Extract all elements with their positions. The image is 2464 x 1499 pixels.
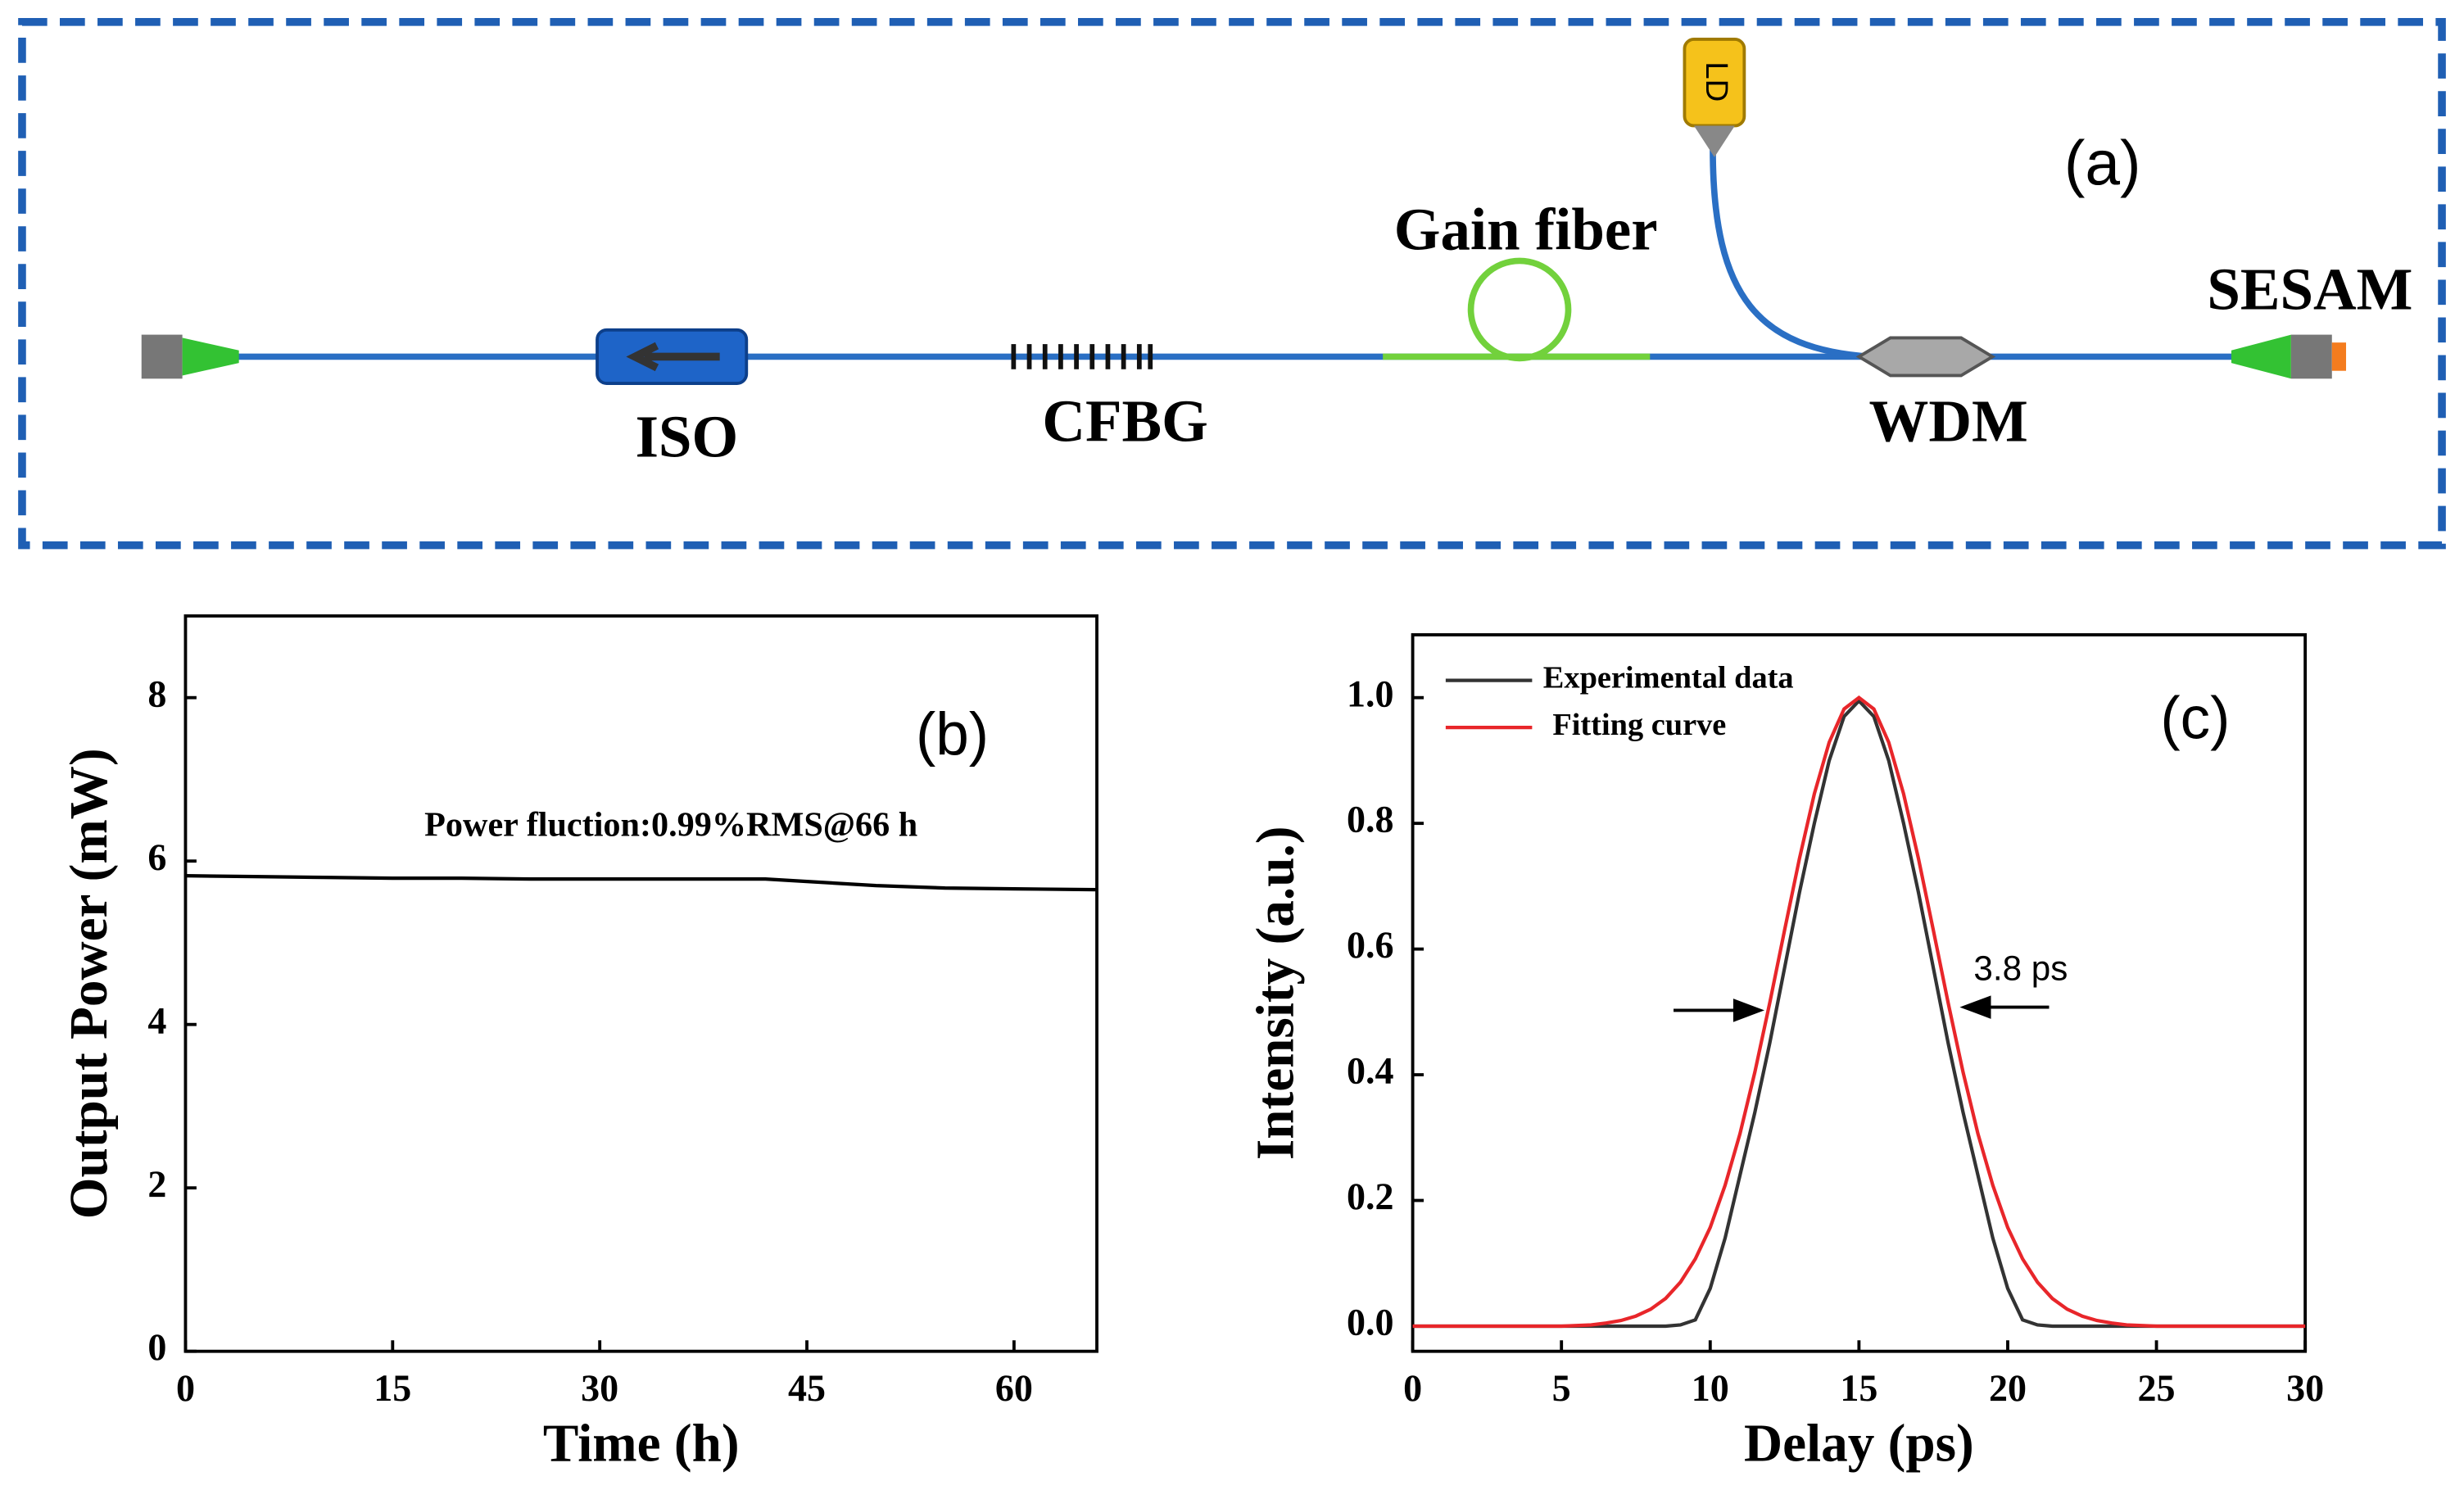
x-tick-label: 60: [995, 1367, 1033, 1409]
sesam-chip: [2331, 342, 2347, 371]
connector: [2290, 334, 2332, 379]
pump-fiber: [1710, 149, 1871, 360]
component-label: LD: [1699, 61, 1734, 102]
wdm-coupler: [1855, 336, 1996, 378]
y-tick-label: 0: [147, 1326, 166, 1368]
gain-fiber-loop: [1467, 257, 1572, 362]
x-axis-label: Delay (ps): [1744, 1415, 1974, 1474]
connector-boot: [182, 337, 239, 376]
x-tick-label: 15: [1840, 1367, 1877, 1409]
component-label: CFBG: [1042, 387, 1207, 454]
x-tick-label: 15: [374, 1367, 411, 1409]
x-tick-label: 25: [2138, 1367, 2176, 1409]
panel-label: (a): [2064, 129, 2141, 199]
y-tick-label: 8: [147, 673, 166, 714]
component-label: SESAM: [2207, 256, 2412, 322]
component-label: Gain fiber: [1394, 196, 1658, 262]
setup-diagram: [141, 38, 2347, 385]
x-tick-label: 0: [1403, 1367, 1422, 1409]
legend-label: Fitting curve: [1552, 708, 1726, 742]
isolator-arrow: [626, 342, 720, 372]
x-tick-label: 30: [581, 1367, 618, 1409]
x-tick-label: 30: [2286, 1367, 2324, 1409]
y-axis-label: Output Power (mW): [60, 748, 119, 1219]
data-line: [1412, 698, 2306, 1329]
panel-label: (c): [2160, 686, 2230, 752]
y-tick-label: 4: [147, 999, 166, 1041]
y-tick-label: 0.4: [1347, 1050, 1394, 1092]
connector-boot: [2231, 334, 2291, 379]
data-line: [1412, 695, 2306, 1329]
component-label: WDM: [1869, 387, 2028, 454]
data-line: [185, 874, 1098, 892]
annotation: 3.8 ps: [1973, 949, 2068, 988]
x-axis-label: Time (h): [543, 1415, 740, 1474]
x-tick-label: 20: [1989, 1367, 2027, 1409]
y-axis-label: Intensity (a.u.): [1246, 826, 1305, 1160]
panel-label: (b): [916, 701, 989, 768]
y-tick-label: 1.0: [1347, 673, 1394, 714]
y-tick-label: 0.2: [1347, 1175, 1394, 1217]
grating: [1011, 344, 1153, 369]
panel-frame: [18, 18, 2446, 550]
laser-diode-tip: [1693, 125, 1735, 157]
x-tick-label: 5: [1552, 1367, 1571, 1409]
plot-frame: [183, 614, 1098, 1353]
legend-label: Experimental data: [1543, 660, 1794, 695]
fwhm-arrows: [1674, 995, 2050, 1022]
y-tick-label: 2: [147, 1163, 166, 1205]
x-tick-label: 10: [1692, 1367, 1729, 1409]
connector: [141, 334, 183, 379]
component-label: ISO: [636, 404, 739, 470]
annotation: Power fluction:0.99%RMS@66 h: [424, 806, 917, 845]
y-tick-label: 0.8: [1347, 799, 1394, 840]
y-tick-label: 6: [147, 836, 166, 878]
x-tick-label: 45: [788, 1367, 826, 1409]
x-tick-label: 0: [176, 1367, 195, 1409]
y-tick-label: 0.0: [1347, 1302, 1394, 1343]
y-tick-label: 0.6: [1347, 924, 1394, 966]
